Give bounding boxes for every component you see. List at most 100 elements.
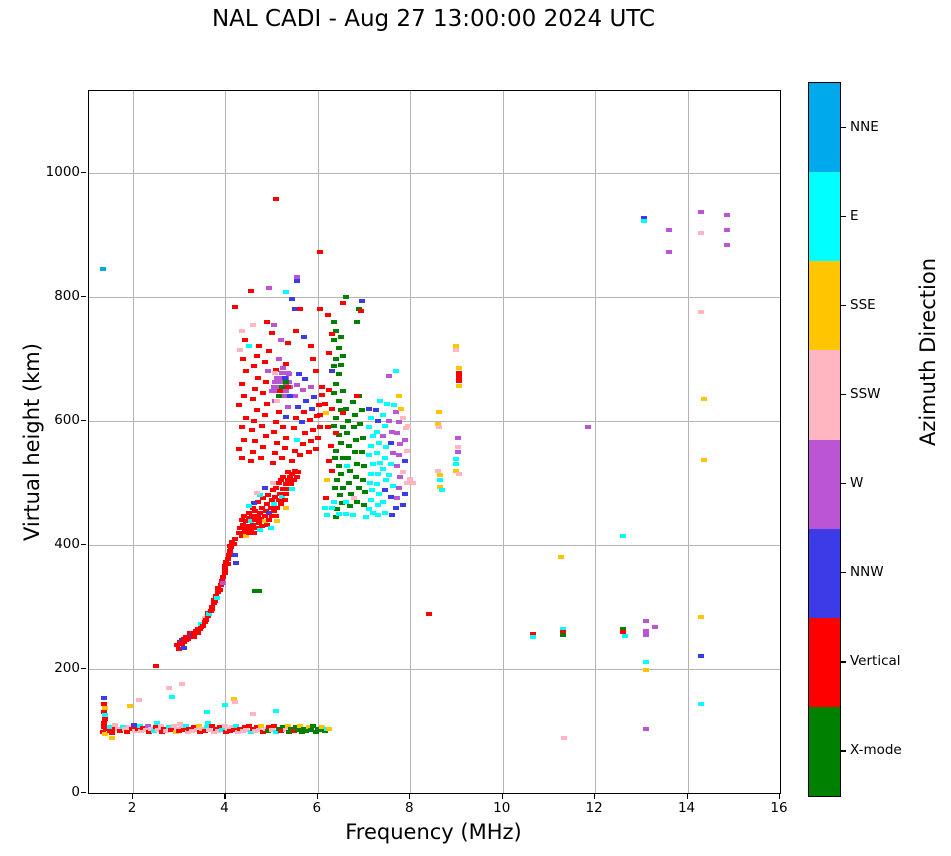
colorbar-tick-sse <box>841 304 846 306</box>
data-point <box>561 735 568 740</box>
data-point <box>292 328 299 333</box>
data-point <box>278 370 285 375</box>
data-point <box>386 473 393 478</box>
data-point <box>435 422 441 427</box>
data-point <box>346 443 353 448</box>
data-point <box>289 296 296 301</box>
data-point <box>585 425 592 430</box>
data-point <box>263 508 270 513</box>
data-point <box>158 730 165 735</box>
data-point <box>245 344 252 349</box>
x-ticklabel-2: 2 <box>127 800 137 816</box>
x-ticklabel-6: 6 <box>312 800 322 816</box>
data-point <box>370 510 377 515</box>
data-point <box>300 442 307 447</box>
y-tick-200 <box>81 667 86 670</box>
data-point <box>163 728 170 733</box>
data-point <box>250 726 257 731</box>
data-point <box>368 443 374 448</box>
data-point <box>284 477 291 482</box>
data-point <box>374 418 381 423</box>
data-point <box>194 631 201 635</box>
data-point <box>342 499 349 504</box>
data-point <box>358 407 365 412</box>
data-point <box>190 634 197 639</box>
data-point <box>307 384 314 389</box>
data-point <box>273 485 280 490</box>
gridline-y-800 <box>89 296 780 298</box>
data-point <box>259 423 266 428</box>
x-tick-6 <box>316 794 319 799</box>
data-point <box>274 519 281 524</box>
x-tick-2 <box>131 794 134 799</box>
data-point <box>352 474 359 479</box>
data-point <box>289 459 296 464</box>
data-point <box>268 389 275 394</box>
data-point <box>328 406 335 411</box>
data-point <box>109 736 116 741</box>
data-point <box>403 448 410 453</box>
data-point <box>310 724 317 729</box>
y-ticklabel-0: 0 <box>71 784 80 800</box>
data-point <box>305 449 312 454</box>
data-point <box>106 728 113 733</box>
data-point <box>310 428 317 433</box>
data-point <box>272 370 279 375</box>
data-point <box>273 420 280 425</box>
data-point <box>350 496 357 501</box>
data-point <box>203 710 210 715</box>
data-point <box>258 456 265 461</box>
data-point <box>698 231 705 235</box>
data-point <box>284 724 291 729</box>
data-point <box>240 394 247 399</box>
data-point <box>314 436 321 441</box>
data-point <box>380 499 387 504</box>
data-point <box>275 480 282 485</box>
data-point <box>642 632 649 637</box>
data-point <box>337 407 344 412</box>
data-point <box>236 530 243 535</box>
data-point <box>453 344 460 349</box>
data-point <box>455 384 462 389</box>
data-point <box>337 493 344 498</box>
data-point <box>455 370 462 375</box>
data-point <box>530 634 537 639</box>
data-point <box>287 394 294 399</box>
data-point <box>231 553 238 558</box>
data-point <box>269 480 276 485</box>
data-point <box>365 406 372 411</box>
data-point <box>161 726 168 731</box>
data-point <box>195 724 202 729</box>
data-point <box>328 505 335 510</box>
data-point <box>333 328 340 333</box>
data-point <box>398 406 405 411</box>
data-point <box>294 474 301 479</box>
y-ticklabel-400: 400 <box>54 535 80 552</box>
data-point <box>389 451 396 456</box>
data-point <box>130 722 137 727</box>
data-point <box>397 442 404 447</box>
x-tick-16 <box>779 794 781 799</box>
data-point <box>237 347 244 352</box>
data-point <box>208 724 215 729</box>
data-point <box>166 725 173 730</box>
data-point <box>280 725 287 730</box>
data-point <box>240 437 247 442</box>
data-point <box>276 492 283 497</box>
data-point <box>310 356 317 361</box>
data-point <box>291 307 298 312</box>
data-point <box>177 721 184 726</box>
data-point <box>216 588 223 593</box>
data-point <box>101 696 108 701</box>
data-point <box>247 288 254 293</box>
data-point <box>258 724 265 729</box>
data-point <box>453 469 460 474</box>
data-point <box>260 496 267 501</box>
data-point <box>138 728 145 733</box>
data-point <box>264 401 271 406</box>
colorbar-ticklabel-e: E <box>850 207 859 224</box>
data-point <box>224 562 231 567</box>
data-point <box>303 399 310 404</box>
data-point <box>409 480 416 485</box>
data-point <box>252 728 259 733</box>
